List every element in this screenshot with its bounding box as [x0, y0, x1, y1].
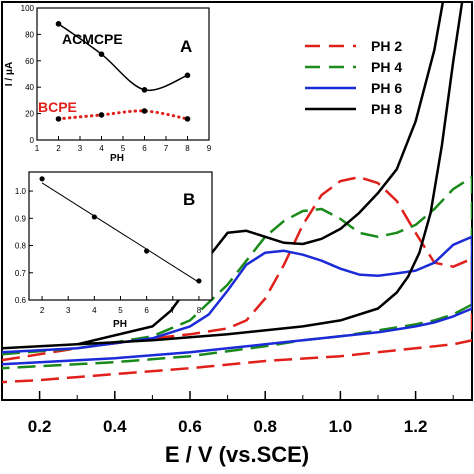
inset-b-point — [91, 214, 97, 220]
inset-b-y-tick-label: 0.6 — [15, 296, 27, 305]
inset-a-bcpe-curve — [57, 109, 189, 121]
inset-a-acmcpe-point — [98, 51, 105, 57]
inset-a-bcpe-point — [141, 108, 148, 114]
main-x-axis: 0.2 0.4 0.6 0.8 1.0 1.2 — [1, 391, 454, 436]
inset-a-x-tick-label: 6 — [142, 144, 147, 153]
inset-b-panel-label: B — [183, 190, 195, 209]
inset-a-acmcpe-point — [141, 87, 148, 93]
inset-b-frame — [28, 171, 213, 301]
inset-a-x-axis-label: PH — [110, 153, 124, 164]
inset-b-x-tick-label: 3 — [66, 306, 71, 315]
inset-a-x-tick-label: 1 — [35, 144, 40, 153]
inset-b-fit-line — [41, 182, 200, 283]
inset-b-point — [196, 278, 202, 284]
main-x-tick-label: 1.2 — [404, 417, 428, 436]
inset-b-x-tick-label: 2 — [40, 306, 45, 315]
inset-b-plot: 2 3 4 5 6 7 8 0.6 0.7 0.8 0.9 1.0 — [15, 176, 202, 315]
inset-b-x-tick-label: 8 — [197, 306, 202, 315]
inset-b-y-tick-label: 0.9 — [15, 214, 27, 223]
inset-a-acmcpe-curve — [57, 23, 189, 92]
inset-a-y-tick-label: 20 — [25, 110, 34, 119]
main-x-tick-label: 0.8 — [253, 417, 277, 436]
inset-b-point — [39, 176, 45, 182]
inset-a-y-tick-label: 0 — [30, 136, 35, 145]
inset-b-point — [144, 248, 150, 254]
inset-a-x-tick-label: 4 — [99, 144, 104, 153]
inset-b-x-tick-label: 6 — [144, 306, 149, 315]
inset-a-y-tick-label: 80 — [25, 30, 34, 39]
main-x-tick-label: 1.0 — [329, 417, 353, 436]
inset-a-bcpe-point — [184, 116, 191, 122]
inset-a-y-tick-label: 60 — [25, 57, 34, 66]
inset-b-x-axis-label: PH — [113, 319, 127, 330]
main-x-tick-label: 0.2 — [28, 417, 52, 436]
inset-a-series-label-bcpe: BCPE — [38, 99, 77, 115]
main-x-axis-label: E / V (vs.SCE) — [165, 442, 309, 467]
series-ph-6-curve — [2, 235, 472, 366]
legend-label-ph-4: PH 4 — [371, 59, 402, 75]
inset-a-x-tick-label: 3 — [78, 144, 83, 153]
inset-a-x-tick-label: 8 — [185, 144, 190, 153]
inset-a-acmcpe-point — [184, 72, 191, 79]
legend-label-ph-6: PH 6 — [371, 80, 402, 96]
inset-a-x-tick-label: 9 — [207, 144, 212, 153]
series-ph-4-curve — [2, 175, 472, 370]
inset-b-y-tick-label: 0.8 — [15, 242, 27, 251]
inset-a-x-tick-label: 7 — [164, 144, 169, 153]
legend-label-ph-8: PH 8 — [371, 101, 402, 117]
main-plot-frame — [1, 1, 473, 401]
inset-a-x-tick-label: 2 — [56, 144, 61, 153]
legend-label-ph-2: PH 2 — [371, 38, 402, 54]
inset-a-y-axis-label: I / μA — [4, 62, 15, 86]
main-x-tick-label: 0.6 — [178, 417, 202, 436]
main-curves — [2, 2, 472, 384]
inset-a-plot: 1 2 3 4 5 6 7 8 9 0 20 40 60 80 100 — [21, 4, 212, 153]
inset-b-x-tick-label: 7 — [171, 306, 176, 315]
inset-b-x-tick-label: 5 — [118, 306, 123, 315]
inset-a-bcpe-point — [55, 116, 62, 122]
inset-a-panel-label: A — [180, 37, 192, 56]
series-ph-8-curve — [2, 2, 464, 350]
inset-b-x-tick-label: 4 — [92, 306, 97, 315]
series-ph-2-curve — [2, 175, 472, 384]
inset-b-y-tick-label: 0.7 — [15, 269, 27, 278]
inset-a-x-tick-label: 5 — [121, 144, 126, 153]
inset-a-y-tick-label: 100 — [21, 4, 35, 13]
legend: PH 2 PH 4 PH 6 PH 8 — [305, 38, 402, 117]
inset-a-series-label-acmcpe: ACMCPE — [62, 31, 123, 47]
inset-b-y-tick-label: 1.0 — [15, 187, 27, 196]
main-x-tick-label: 0.4 — [103, 417, 127, 436]
inset-a-acmcpe-point — [55, 21, 62, 27]
inset-a-y-tick-label: 40 — [25, 83, 34, 92]
inset-a-bcpe-point — [98, 112, 105, 118]
